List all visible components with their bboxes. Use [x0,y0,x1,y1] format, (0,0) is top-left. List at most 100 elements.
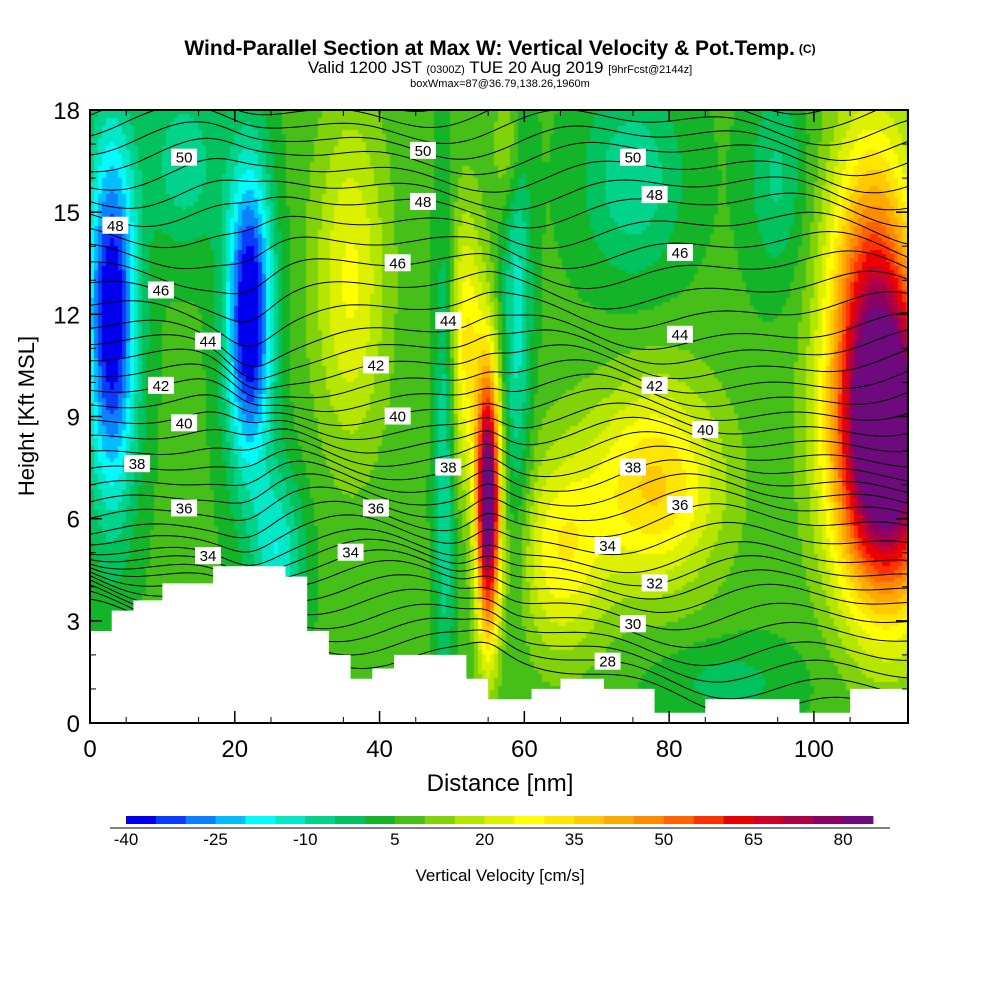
colorbar-tick-label: -25 [203,830,228,849]
colorbar-swatch [514,816,545,824]
colorbar-swatch [365,816,396,824]
terrain [90,566,908,723]
terrain-mask [90,566,908,723]
theta-label-box [171,148,198,166]
colorbar-swatch [245,816,276,824]
theta-contour-line [90,121,908,162]
x-tick-label: 80 [656,736,683,763]
theta-label: 36 [666,496,693,514]
theta-label-box [641,186,668,204]
theta-label: 42 [641,376,668,395]
theta-label-text: 32 [646,575,663,592]
colorbar-swatch [574,816,605,824]
theta-label: 28 [594,652,621,671]
theta-label-text: 30 [625,616,642,633]
theta-label-box [666,244,693,262]
theta-label: 44 [666,325,693,344]
colorbar-swatch [155,816,187,824]
theta-label-box [435,312,462,330]
theta-label: 40 [692,421,719,439]
colorbar-swatch [723,816,754,824]
colorbar-swatch [783,816,814,824]
theta-contour-line [90,329,908,380]
colorbar-swatch [424,816,456,824]
theta-label-box [102,216,129,234]
theta-label: 42 [362,356,389,374]
theta-label-box [409,141,436,159]
theta-contour-line [90,344,908,390]
theta-label-text: 34 [200,548,217,565]
colorbar-swatch [604,816,635,824]
theta-label-box [384,254,411,272]
theta-label-box [619,615,646,633]
theta-label: 46 [666,244,693,262]
y-tick-label: 9 [67,405,80,432]
theta-label-text: 34 [342,545,359,562]
x-tick-label: 0 [83,736,96,763]
theta-label: 32 [641,574,668,592]
colorbar-swatch [335,816,366,824]
theta-label-text: 48 [646,187,663,204]
theta-label-text: 48 [415,194,432,211]
y-tick-label: 12 [53,302,80,329]
theta-contour-line [90,176,908,211]
colorbar-tick-label: 65 [744,830,763,849]
y-tick-label: 3 [67,609,80,636]
theta-label-box [362,356,389,374]
theta-label: 42 [147,376,174,395]
theta-label-text: 38 [129,456,146,473]
theta-label: 50 [171,148,198,167]
theta-label-text: 34 [599,538,616,555]
colorbar-tick-label: 50 [654,830,673,849]
theta-contour-line [90,270,908,323]
theta-contour-line [90,500,908,539]
theta-label-box [641,376,668,394]
colorbar-swatch [753,816,784,824]
colorbar-swatch [843,816,874,824]
theta-label: 38 [124,455,151,473]
theta-contour-line [90,514,908,556]
theta-label-text: 44 [200,334,217,351]
theta-label-box [666,325,693,343]
copyright-mark: (C) [798,42,816,56]
valid-date: TUE 20 Aug 2019 [469,58,604,77]
theta-labels: 50 50 50 48 48 48 46 46 46 44 44 44 42 42 42 40 40 40 38 38… [102,141,719,671]
theta-label-box [409,192,436,210]
y-axis-label: Height [Kft MSL] [14,336,39,496]
theta-label-text: 38 [625,460,642,477]
theta-contour-line [90,230,908,270]
x-tick-label: 40 [366,736,393,763]
theta-label-text: 36 [368,500,385,517]
valid-time-line: Valid 1200 JST (0300Z) TUE 20 Aug 2019 [… [0,58,1000,78]
x-axis-label: Distance [nm] [427,770,574,797]
theta-label-box [641,574,668,592]
colorbar-swatch [633,816,665,824]
theta-label: 36 [362,499,389,517]
theta-label: 40 [171,414,198,432]
theta-contour-line [90,192,908,229]
theta-label: 34 [194,547,221,565]
theta-contour-line [90,473,908,507]
theta-contour-line [90,312,908,368]
theta-contour-line [90,250,908,295]
theta-contour-line [90,431,908,468]
y-tick-label: 18 [53,98,80,125]
theta-label-box [171,499,198,517]
theta-label-text: 46 [389,255,406,272]
colorbar-tick-label: 80 [834,830,853,849]
theta-label-box [194,547,221,565]
theta-label: 46 [384,254,411,272]
colorbar-swatch [275,816,306,824]
theta-label-text: 46 [153,282,170,299]
theta-contour-line [90,486,908,522]
theta-label-text: 50 [625,150,642,167]
theta-label-box [384,407,411,425]
theta-label: 46 [147,281,174,299]
theta-contour-line [90,110,908,146]
theta-label-text: 50 [415,143,432,160]
theta-label: 48 [409,192,436,211]
theta-label-text: 48 [107,218,124,235]
theta-contour-line [90,110,879,131]
theta-label-box [666,496,693,514]
